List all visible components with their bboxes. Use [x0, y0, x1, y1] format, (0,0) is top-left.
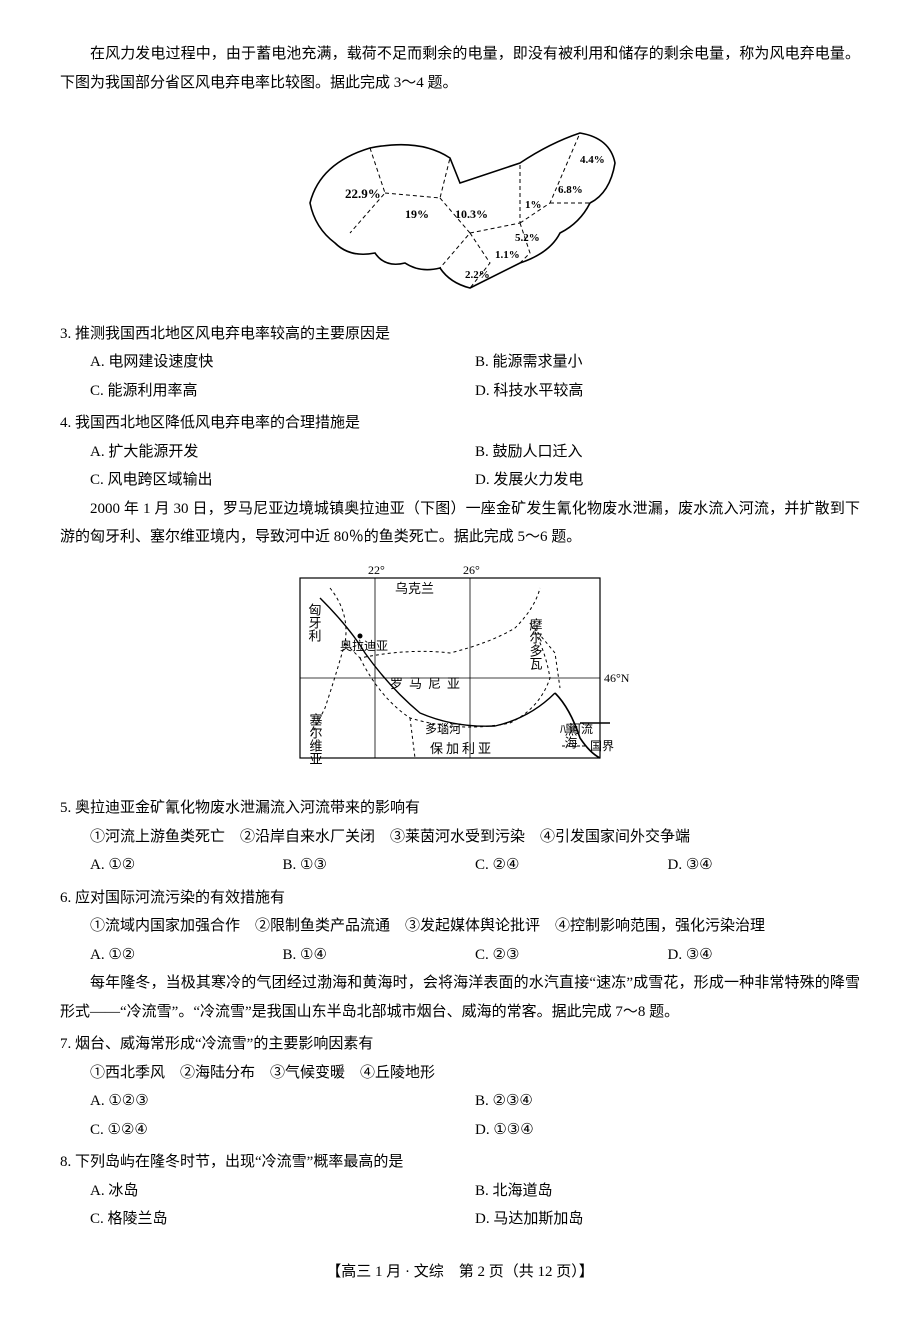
q6-opt-a[interactable]: A. ①② [90, 941, 283, 970]
q8-stem: 8. 下列岛屿在隆冬时节，出现“冷流雪”概率最高的是 [60, 1148, 860, 1177]
q8: 8. 下列岛屿在隆冬时节，出现“冷流雪”概率最高的是 A. 冰岛 B. 北海道岛… [60, 1148, 860, 1234]
q3: 3. 推测我国西北地区风电弃电率较高的主要原因是 A. 电网建设速度快 B. 能… [60, 320, 860, 406]
q7-opt-d[interactable]: D. ①③④ [475, 1116, 860, 1145]
svg-text:罗马尼亚: 罗马尼亚 [390, 676, 466, 691]
q5-opt-d[interactable]: D. ③④ [668, 851, 861, 880]
q3-opt-b[interactable]: B. 能源需求量小 [475, 348, 860, 377]
q8-opt-a[interactable]: A. 冰岛 [90, 1177, 475, 1206]
page-footer: 【高三 1 月 · 文综 第 2 页（共 12 页）】 [60, 1258, 860, 1287]
q7-opt-c[interactable]: C. ①②④ [90, 1116, 475, 1145]
q5-opt-a[interactable]: A. ①② [90, 851, 283, 880]
q4-stem: 4. 我国西北地区降低风电弃电率的合理措施是 [60, 409, 860, 438]
q4: 4. 我国西北地区降低风电弃电率的合理措施是 A. 扩大能源开发 B. 鼓励人口… [60, 409, 860, 495]
svg-text:46°N: 46°N [604, 671, 630, 685]
q7-opt-b[interactable]: B. ②③④ [475, 1087, 860, 1116]
q8-opt-d[interactable]: D. 马达加斯加岛 [475, 1205, 860, 1234]
svg-text:1.1%: 1.1% [495, 249, 520, 261]
q5-stem: 5. 奥拉迪亚金矿氰化物废水泄漏流入河流带来的影响有 [60, 794, 860, 823]
passage1-text: 在风力发电过程中，由于蓄电池充满，载荷不足而剩余的电量，即没有被利用和储存的剩余… [60, 40, 860, 97]
q7: 7. 烟台、威海常形成“冷流雪”的主要影响因素有 ①西北季风 ②海陆分布 ③气候… [60, 1030, 860, 1144]
svg-text:保加利亚: 保加利亚 [430, 741, 494, 756]
q8-opt-c[interactable]: C. 格陵兰岛 [90, 1205, 475, 1234]
map2-wrap: 22° 26° 46°N 匈牙利 乌克兰 摩尔多瓦 罗马尼亚 塞尔维亚 保加利亚… [60, 558, 860, 789]
q8-opt-b[interactable]: B. 北海道岛 [475, 1177, 860, 1206]
q4-opt-b[interactable]: B. 鼓励人口迁入 [475, 438, 860, 467]
svg-text:22.9%: 22.9% [345, 186, 381, 201]
q5-opt-b[interactable]: B. ①③ [283, 851, 476, 880]
q6-opt-b[interactable]: B. ①④ [283, 941, 476, 970]
svg-text:ﾊ 河流: ﾊ 河流 [560, 722, 593, 736]
q5-stmts: ①河流上游鱼类死亡 ②沿岸自来水厂关闭 ③莱茵河水受到污染 ④引发国家间外交争端 [60, 823, 860, 852]
q3-opt-d[interactable]: D. 科技水平较高 [475, 377, 860, 406]
q4-opt-d[interactable]: D. 发展火力发电 [475, 466, 860, 495]
svg-text:10.3%: 10.3% [455, 207, 488, 221]
svg-text:2.2%: 2.2% [465, 269, 490, 281]
q6: 6. 应对国际河流污染的有效措施有 ①流域内国家加强合作 ②限制鱼类产品流通 ③… [60, 884, 860, 970]
svg-text:塞尔维亚: 塞尔维亚 [308, 712, 323, 765]
q6-opt-d[interactable]: D. ③④ [668, 941, 861, 970]
svg-text:国界: 国界 [590, 739, 614, 753]
q3-stem: 3. 推测我国西北地区风电弃电率较高的主要原因是 [60, 320, 860, 349]
svg-text:6.8%: 6.8% [558, 184, 583, 196]
q4-opt-a[interactable]: A. 扩大能源开发 [90, 438, 475, 467]
svg-text:多瑙河: 多瑙河 [425, 722, 461, 736]
q6-stmts: ①流域内国家加强合作 ②限制鱼类产品流通 ③发起媒体舆论批评 ④控制影响范围，强… [60, 912, 860, 941]
svg-text:摩尔多瓦: 摩尔多瓦 [528, 617, 543, 671]
passage2-text: 2000 年 1 月 30 日，罗马尼亚边境城镇奥拉迪亚（下图）一座金矿发生氰化… [60, 495, 860, 552]
q7-opt-a[interactable]: A. ①②③ [90, 1087, 475, 1116]
svg-text:22°: 22° [368, 563, 385, 577]
svg-text:匈牙利: 匈牙利 [307, 603, 322, 642]
q5: 5. 奥拉迪亚金矿氰化物废水泄漏流入河流带来的影响有 ①河流上游鱼类死亡 ②沿岸… [60, 794, 860, 880]
q5-opt-c[interactable]: C. ②④ [475, 851, 668, 880]
q3-opt-c[interactable]: C. 能源利用率高 [90, 377, 475, 406]
svg-text:26°: 26° [463, 563, 480, 577]
q4-opt-c[interactable]: C. 风电跨区域输出 [90, 466, 475, 495]
q7-stmts: ①西北季风 ②海陆分布 ③气候变暖 ④丘陵地形 [60, 1059, 860, 1088]
china-map: 22.9% 19% 10.3% 1% 6.8% 4.4% 5.2% 1.1% 2… [290, 103, 630, 303]
q6-opt-c[interactable]: C. ②③ [475, 941, 668, 970]
svg-text:1%: 1% [525, 199, 542, 211]
q7-stem: 7. 烟台、威海常形成“冷流雪”的主要影响因素有 [60, 1030, 860, 1059]
svg-text:5.2%: 5.2% [515, 232, 540, 244]
svg-text:奥拉迪亚: 奥拉迪亚 [340, 638, 388, 653]
passage3-text: 每年隆冬，当极其寒冷的气团经过渤海和黄海时，会将海洋表面的水汽直接“速冻”成雪花… [60, 969, 860, 1026]
svg-text:乌克兰: 乌克兰 [395, 581, 434, 596]
q3-opt-a[interactable]: A. 电网建设速度快 [90, 348, 475, 377]
romania-map: 22° 26° 46°N 匈牙利 乌克兰 摩尔多瓦 罗马尼亚 塞尔维亚 保加利亚… [280, 558, 640, 778]
q6-stem: 6. 应对国际河流污染的有效措施有 [60, 884, 860, 913]
map1-wrap: 22.9% 19% 10.3% 1% 6.8% 4.4% 5.2% 1.1% 2… [60, 103, 860, 314]
svg-text:4.4%: 4.4% [580, 154, 605, 166]
svg-text:19%: 19% [405, 207, 429, 221]
